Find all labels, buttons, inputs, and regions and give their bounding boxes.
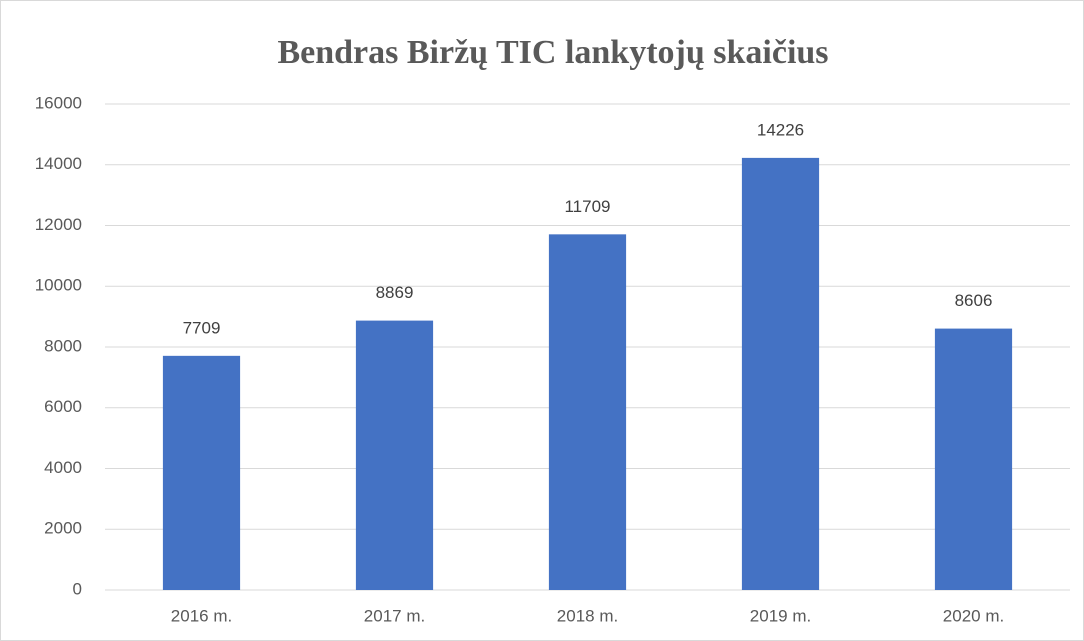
y-tick-label: 16000 [35, 93, 82, 112]
data-label: 8869 [376, 283, 414, 302]
x-tick-label: 2017 m. [364, 606, 425, 625]
data-label: 7709 [183, 318, 221, 337]
y-tick-label: 8000 [44, 336, 82, 355]
y-tick-label: 14000 [35, 154, 82, 173]
bar [162, 355, 241, 590]
data-label: 11709 [564, 197, 610, 216]
x-tick-label: 2020 m. [943, 606, 1004, 625]
y-tick-label: 4000 [44, 458, 82, 477]
chart-title: Bendras Biržų TIC lankytojų skaičius [277, 34, 828, 71]
data-label: 8606 [955, 291, 993, 310]
y-tick-label: 12000 [35, 215, 82, 234]
bar [355, 320, 434, 590]
y-tick-label: 2000 [44, 519, 82, 538]
x-tick-label: 2019 m. [750, 606, 811, 625]
x-tick-label: 2016 m. [171, 606, 232, 625]
data-label: 14226 [757, 120, 804, 139]
bar [548, 234, 627, 591]
bar [741, 157, 820, 590]
y-tick-label: 6000 [44, 397, 82, 416]
x-tick-label: 2018 m. [557, 606, 618, 625]
bar [934, 328, 1013, 590]
y-tick-label: 10000 [35, 276, 82, 295]
y-tick-label: 0 [73, 579, 82, 598]
